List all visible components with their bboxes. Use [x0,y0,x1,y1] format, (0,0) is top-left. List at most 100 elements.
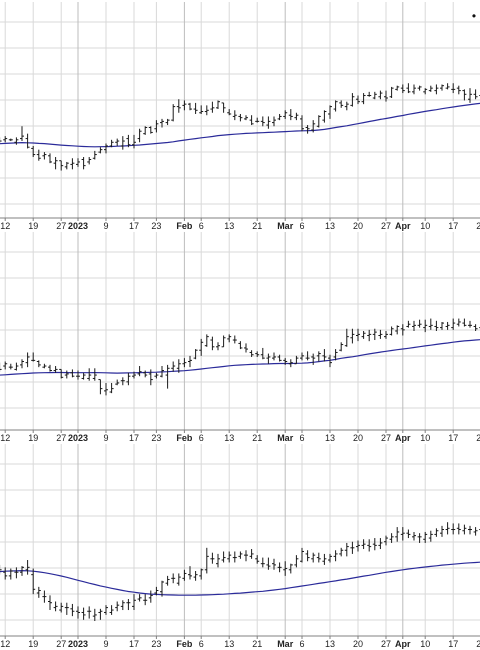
price-bar [473,324,478,331]
price-bar [288,109,293,121]
price-bar [81,157,86,170]
price-bar [115,379,120,386]
price-bar [249,115,254,126]
price-bar [244,343,248,353]
price-bar [344,101,349,111]
price-bar [232,110,237,121]
price-bar [199,568,204,580]
x-tick-label: 12 [0,639,10,649]
price-bar [132,134,136,149]
price-bar [389,533,394,543]
x-tick-labels: 12 19 27 2023 9 17 23 Feb 6 13 21 Mar 6 13 20 27 Apr 10 17… [0,218,480,231]
price-bar [462,89,467,101]
price-bar [160,118,164,128]
price-bar [255,117,260,123]
price-bar [272,558,276,570]
price-bar [3,136,8,143]
price-bar [384,535,388,546]
price-bar [356,328,360,342]
x-tick-label: 9 [103,221,108,231]
price-bar [232,551,237,563]
x-tick-label: 12 [0,221,10,231]
price-bar [395,527,400,542]
price-bar [260,557,265,568]
price-bar [70,158,75,170]
x-tick-label: 2023 [68,221,88,231]
price-bar [188,102,192,111]
x-tick-label: Apr [395,221,411,231]
price-bar [428,85,433,92]
price-bar [350,93,355,107]
price-bar [238,341,243,350]
price-bar [367,91,372,97]
price-bar [344,542,349,557]
x-tick-label: 2023 [68,433,88,443]
price-bar [182,569,187,581]
price-bar [456,318,461,327]
price-bar [300,352,304,361]
price-bar [0,137,2,144]
price-bar [305,550,310,562]
price-bar [188,355,192,368]
price-bar [244,550,248,562]
price-bar [378,538,383,550]
price-bar [423,88,428,95]
price-bar [64,161,69,170]
price-bar [137,594,142,602]
price-bar [154,586,159,596]
price-bar [0,362,2,372]
x-tick-label: 27 [56,639,66,649]
price-bar [109,139,114,148]
price-bar [98,147,103,154]
price-bar [423,319,428,333]
price-bar [350,328,355,344]
x-tick-label: 27 [381,221,391,231]
price-bar [31,568,36,595]
price-bar [473,89,478,100]
x-tick-label: 13 [224,433,234,443]
price-bar [48,595,52,611]
x-tick-label: 10 [420,221,430,231]
price-bar [328,105,332,119]
price-bar [143,594,148,606]
x-tick-label: 21 [252,433,262,443]
price-bar [238,113,243,122]
price-bar [305,125,310,134]
price-bar [266,353,271,364]
price-bar [210,101,215,113]
price-bar [204,334,209,347]
price-bar [468,525,472,535]
price-bar [92,368,97,381]
price-bar [417,85,422,91]
x-tick-label: 17 [129,639,139,649]
price-bar [361,93,366,105]
price-bar [232,335,237,344]
x-tick-label: 17 [448,433,458,443]
price-bar [171,104,176,122]
price-bar [440,84,444,91]
price-bars [0,83,480,171]
price-bars [0,318,480,396]
price-bar [367,329,372,342]
price-bar [3,567,8,580]
x-tick-label: 6 [299,433,304,443]
x-tick-label: 27 [381,433,391,443]
price-bar [434,528,439,537]
price-bar [193,571,198,581]
price-bar [132,371,136,379]
x-tick-label: 17 [448,221,458,231]
price-bar [53,601,58,612]
price-bar [428,318,433,330]
price-bar [221,551,226,563]
price-bar [372,328,377,341]
price-bar [182,100,187,111]
price-bar [42,590,47,603]
price-bar [137,366,142,377]
price-bar [333,550,338,562]
price-bar [109,382,114,394]
price-bar [227,109,232,116]
price-bar [244,115,248,121]
price-bar [148,590,153,603]
price-bar [42,363,47,369]
price-bar [104,382,108,396]
